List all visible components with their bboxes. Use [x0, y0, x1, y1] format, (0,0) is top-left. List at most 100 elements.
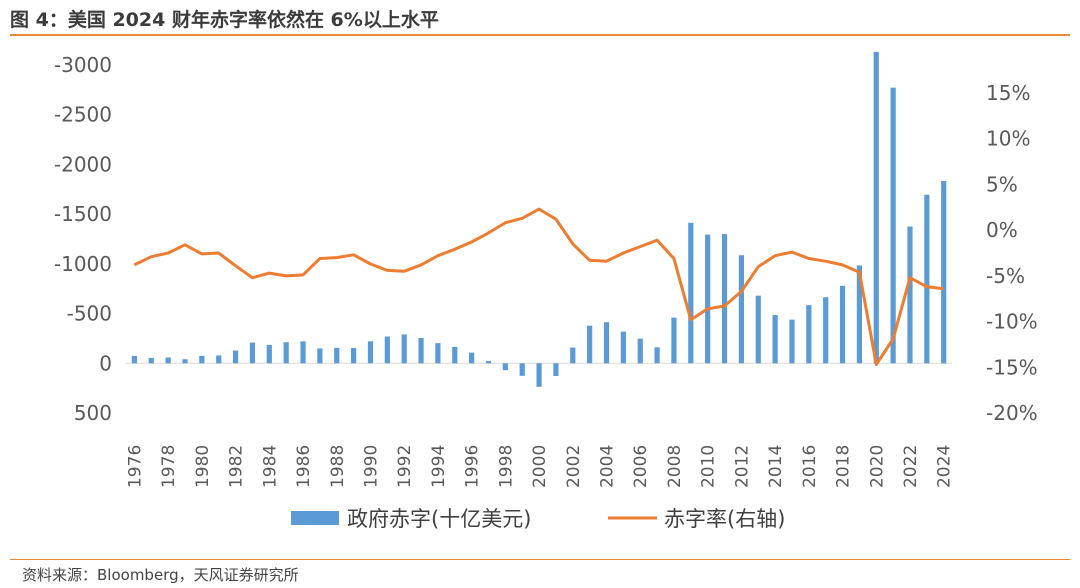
bar-2004 [603, 322, 610, 364]
bar-1995 [452, 346, 458, 364]
bar-1993 [418, 337, 424, 364]
source-note: 资料来源：Bloomberg，天风证券研究所 [22, 566, 299, 584]
right-axis-ticks: 15% 10% 5% 0% -5% -10% -15% -20% [986, 81, 1038, 425]
right-tick-label: 0% [986, 218, 1018, 242]
bar-1988 [334, 347, 340, 364]
x-tick-label: 1998 [496, 445, 516, 488]
left-tick-label: 0 [99, 351, 112, 375]
legend-bar-label: 政府赤字(十亿美元) [347, 507, 531, 531]
x-tick-label: 2020 [867, 445, 887, 488]
left-tick-label: -2500 [54, 103, 112, 127]
bar-2007 [654, 347, 660, 364]
bar-2009 [688, 222, 694, 364]
right-tick-label: -10% [986, 310, 1038, 334]
title-divider [10, 34, 1070, 36]
bar-2015 [789, 319, 795, 364]
bar-1976 [131, 355, 138, 364]
x-tick-label: 1982 [227, 445, 247, 488]
x-tick-label: 2006 [631, 445, 651, 488]
bar-1979 [182, 359, 188, 364]
left-tick-label: 500 [74, 401, 112, 425]
bar-1986 [300, 341, 306, 364]
bar-1985 [283, 342, 289, 364]
x-tick-label: 1984 [260, 445, 280, 488]
bar-2006 [637, 338, 643, 364]
left-tick-label: -1500 [54, 202, 112, 226]
bar-2014 [772, 315, 778, 364]
bar-1992 [401, 334, 407, 364]
bar-1983 [249, 342, 256, 364]
bar-2024 [941, 181, 947, 364]
bar-1998 [502, 363, 508, 371]
right-tick-label: -15% [986, 355, 1038, 379]
deficit-rate-polyline [133, 207, 944, 366]
bar-2018 [839, 285, 846, 364]
legend-line-label: 赤字率(右轴) [664, 507, 785, 531]
right-tick-label: -20% [986, 401, 1038, 425]
bar-2019 [856, 265, 863, 364]
left-axis-ticks: -3000 -2500 -2000 -1500 -1000 -500 0 500 [54, 53, 112, 425]
bar-1999 [519, 363, 525, 376]
left-tick-label: -3000 [54, 53, 112, 77]
bar-2010 [705, 234, 711, 364]
bar-2002 [570, 347, 576, 364]
x-tick-label: 2008 [665, 445, 685, 488]
bar-1984 [266, 344, 272, 364]
bar-2013 [755, 295, 761, 364]
legend: 政府赤字(十亿美元) 赤字率(右轴) [291, 507, 785, 531]
x-tick-label: 2022 [901, 445, 921, 488]
x-tick-label: 1976 [125, 445, 145, 488]
source-divider [10, 559, 1070, 560]
bar-2003 [587, 325, 593, 364]
x-tick-label: 1994 [429, 445, 449, 488]
x-tick-label: 2012 [732, 445, 752, 488]
bar-2008 [671, 317, 677, 364]
x-tick-label: 1980 [193, 445, 213, 488]
bar-1994 [435, 343, 441, 364]
right-tick-label: 15% [986, 81, 1030, 105]
right-tick-label: 10% [986, 127, 1030, 151]
x-tick-label: 2014 [766, 445, 786, 488]
bar-1997 [485, 361, 492, 364]
x-tick-label: 2016 [800, 445, 820, 488]
bar-2020 [873, 51, 879, 364]
left-tick-label: -500 [67, 302, 112, 326]
bar-1978 [165, 357, 171, 364]
right-tick-label: 5% [986, 172, 1018, 196]
bar-2000 [536, 363, 542, 387]
bar-1980 [199, 355, 205, 364]
x-tick-label: 1990 [361, 445, 381, 488]
x-tick-label: 1986 [294, 445, 314, 488]
left-tick-label: -1000 [54, 252, 112, 276]
x-tick-label: 2004 [598, 445, 618, 488]
legend-bar-swatch [291, 511, 339, 525]
bar-1989 [351, 348, 357, 364]
x-tick-label: 2018 [834, 445, 854, 488]
bar-1991 [384, 336, 390, 364]
x-tick-label: 1992 [395, 445, 415, 488]
deficit-bars [131, 51, 947, 387]
bar-2005 [620, 331, 626, 364]
bar-1987 [317, 348, 323, 364]
left-tick-label: -2000 [54, 152, 112, 176]
bar-2016 [806, 305, 812, 364]
bar-2023 [924, 194, 930, 364]
x-tick-label: 2010 [699, 445, 719, 488]
figure-title: 图 4：美国 2024 财年赤字率依然在 6%以上水平 [10, 9, 439, 31]
bar-2021 [890, 87, 896, 364]
bar-2017 [823, 297, 829, 364]
x-tick-label: 1988 [328, 445, 348, 488]
bar-1977 [148, 357, 154, 364]
x-tick-label: 1996 [463, 445, 483, 488]
bar-1990 [367, 341, 374, 364]
bar-1982 [232, 350, 239, 364]
x-tick-label: 2002 [564, 445, 584, 488]
bar-2022 [907, 226, 913, 364]
right-tick-label: -5% [986, 264, 1025, 288]
bar-1996 [469, 352, 475, 364]
deficit-rate-line [133, 207, 944, 366]
bar-2012 [738, 255, 744, 364]
x-tick-label: 1978 [159, 445, 179, 488]
x-axis-ticks: 1976 1978 1980 1982 1984 1986 1988 1990 1992 1994… [125, 445, 954, 488]
